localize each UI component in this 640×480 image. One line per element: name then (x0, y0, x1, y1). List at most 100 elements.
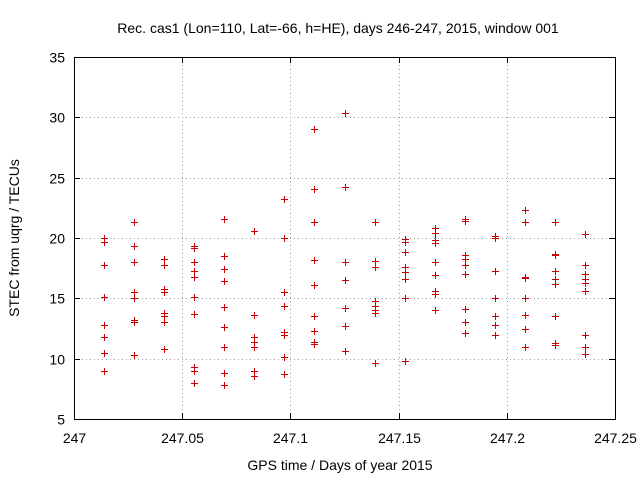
x-axis-label: GPS time / Days of year 2015 (247, 457, 432, 473)
data-point (432, 272, 439, 279)
x-tick-label: 247.2 (490, 430, 525, 446)
data-point (311, 257, 318, 264)
data-point (281, 289, 288, 296)
data-point (462, 218, 469, 225)
data-point (131, 289, 138, 296)
data-point (582, 280, 589, 287)
data-point (191, 259, 198, 266)
data-point (582, 262, 589, 269)
data-point (372, 264, 379, 271)
data-point (281, 303, 288, 310)
data-point (161, 319, 168, 326)
data-point (492, 313, 499, 320)
data-point (131, 219, 138, 226)
data-point (432, 291, 439, 298)
data-point (522, 207, 529, 214)
data-point (492, 268, 499, 275)
data-point (131, 259, 138, 266)
data-point (131, 295, 138, 302)
data-point (311, 219, 318, 226)
data-point (311, 341, 318, 348)
data-point (101, 294, 108, 301)
data-point (101, 322, 108, 329)
data-point (582, 344, 589, 351)
data-points (101, 110, 589, 389)
grid-lines (74, 57, 615, 419)
data-point (221, 382, 228, 389)
data-point (311, 313, 318, 320)
data-point (522, 295, 529, 302)
data-point (191, 380, 198, 387)
data-point (101, 350, 108, 357)
data-point (221, 278, 228, 285)
data-point (101, 368, 108, 375)
data-point (462, 271, 469, 278)
y-tick-label: 5 (57, 412, 65, 428)
data-point (251, 344, 258, 351)
data-point (552, 252, 559, 259)
data-point (342, 277, 349, 284)
data-point (161, 262, 168, 269)
data-point (191, 294, 198, 301)
data-point (462, 262, 469, 269)
x-tick-label: 247.1 (273, 430, 308, 446)
data-point (131, 352, 138, 359)
data-point (582, 231, 589, 238)
data-point (281, 235, 288, 242)
data-point (311, 282, 318, 289)
data-point (432, 230, 439, 237)
data-point (552, 342, 559, 349)
data-point (191, 274, 198, 281)
data-point (522, 312, 529, 319)
y-tick-label: 20 (49, 231, 65, 247)
data-point (221, 324, 228, 331)
data-point (522, 344, 529, 351)
data-point (552, 219, 559, 226)
y-tick-label: 35 (49, 50, 65, 66)
data-point (161, 313, 168, 320)
data-point (552, 281, 559, 288)
data-point (251, 373, 258, 380)
data-point (492, 332, 499, 339)
data-point (281, 354, 288, 361)
data-point (221, 216, 228, 223)
data-point (191, 311, 198, 318)
data-point (462, 306, 469, 313)
data-point (462, 256, 469, 263)
data-point (131, 319, 138, 326)
data-point (101, 334, 108, 341)
data-point (522, 275, 529, 282)
data-point (582, 351, 589, 358)
y-axis-label: STEC from uqrg / TECUs (6, 159, 22, 317)
data-point (342, 323, 349, 330)
data-point (251, 228, 258, 235)
data-point (522, 326, 529, 333)
data-point (372, 258, 379, 265)
data-point (161, 289, 168, 296)
data-point (191, 368, 198, 375)
data-point (402, 295, 409, 302)
data-point (161, 346, 168, 353)
data-point (342, 259, 349, 266)
data-point (191, 245, 198, 252)
data-point (342, 348, 349, 355)
data-point (372, 310, 379, 317)
data-point (191, 268, 198, 275)
data-point (402, 358, 409, 365)
data-point (492, 235, 499, 242)
data-point (432, 307, 439, 314)
x-tick-label: 247 (63, 430, 87, 446)
chart-title: Rec. cas1 (Lon=110, Lat=-66, h=HE), days… (117, 20, 559, 36)
data-point (552, 268, 559, 275)
data-point (372, 360, 379, 367)
data-point (221, 253, 228, 260)
data-point (311, 328, 318, 335)
data-point (372, 219, 379, 226)
data-point (402, 269, 409, 276)
data-point (582, 288, 589, 295)
data-point (101, 239, 108, 246)
y-tick-label: 15 (49, 291, 65, 307)
data-point (522, 219, 529, 226)
data-point (402, 249, 409, 256)
